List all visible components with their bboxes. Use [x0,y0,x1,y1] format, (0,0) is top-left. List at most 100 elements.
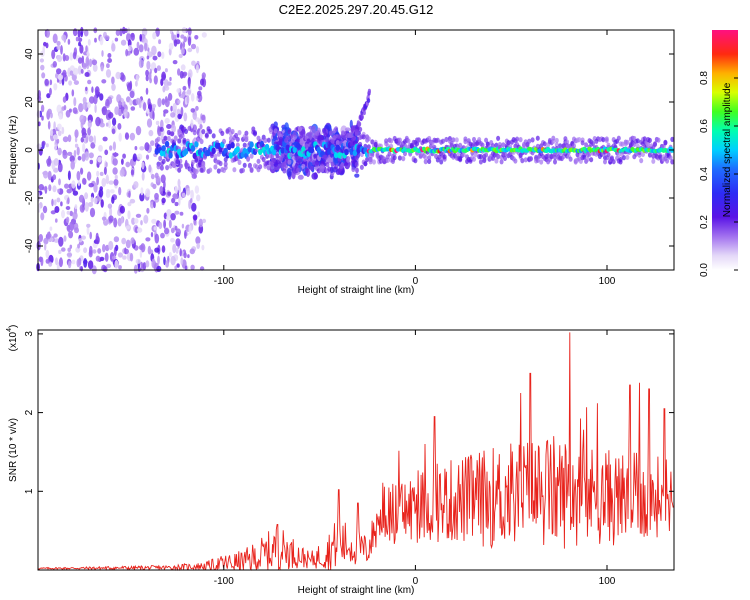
heatmap-cell [164,98,170,108]
heatmap-cell [527,138,532,144]
heatmap-cell [363,161,368,167]
heatmap-cell [152,32,157,40]
heatmap-cell [87,39,91,46]
heatmap-cell [292,146,297,153]
heatmap-cell [93,94,98,105]
heatmap-cell [45,143,49,148]
heatmap-cell [117,217,122,227]
heatmap-cell [639,158,644,164]
heatmap-cell [572,143,576,149]
heatmap-cell [237,159,242,165]
heatmap-cell [109,189,115,194]
heatmap-cell [150,173,155,180]
heatmap-cell [111,255,117,260]
heatmap-cell [449,141,454,147]
heatmap-cell [113,178,119,186]
heatmap-cell [496,135,501,141]
heatmap-cell [86,171,92,181]
heatmap-cell [170,213,176,221]
heatmap-cell [247,146,253,153]
heatmap-cell [196,194,201,202]
heatmap-cell [69,52,74,61]
heatmap-cell [182,41,186,49]
heatmap-cell [201,160,206,166]
heatmap-cell [190,119,194,129]
heatmap-cell [145,87,149,95]
snr-x-tick-label: -100 [214,576,234,587]
heatmap-cell [57,74,64,81]
heatmap-cell [366,152,371,158]
heatmap-cell [87,202,94,207]
heatmap-cell [201,114,206,121]
heatmap-cell [65,206,71,210]
snr-y-multiplier-prefix: (x10 [8,331,19,351]
heatmap-cell [112,158,118,166]
heatmap-cell [44,243,47,251]
heatmap-cell [170,237,175,243]
heatmap-cell [651,158,656,164]
heatmap-panel: -100 0 100 -40 -20 0 20 40 Height of straight … [8,26,675,296]
heatmap-cell [89,207,96,218]
heatmap-cell [53,158,59,166]
heatmap-cell [85,56,90,67]
heatmap-cell [90,196,94,204]
heatmap-cell [69,221,75,232]
heatmap-cell [88,152,94,159]
heatmap-cell [61,126,65,135]
heatmap-cell [72,211,78,220]
heatmap-cell [181,192,186,198]
heatmap-cell [49,79,53,86]
heatmap-cell [582,154,587,160]
heatmap-cell [304,143,309,149]
heatmap-cell [195,46,200,54]
snr-x-axis-label: Height of straight line (km) [298,585,415,596]
heatmap-cell [263,137,268,144]
heatmap-cell [145,260,150,268]
heatmap-cell [423,159,428,165]
heatmap-cell [49,87,52,96]
heatmap-cell [153,75,158,85]
heatmap-cell [129,132,136,141]
heatmap-cell [482,156,487,162]
heatmap-cell [133,218,139,224]
heatmap-cell [106,263,112,269]
heatmap-cell [242,147,247,155]
heatmap-cell [104,149,109,156]
heatmap-cell [367,98,371,103]
heatmap-cell [114,259,119,270]
colorbar-label: Normalized spectral amplitude [722,82,733,217]
heatmap-cell [148,71,152,81]
heatmap-cell [539,159,544,165]
heatmap-cell [137,153,143,160]
heatmap-cell [154,192,159,200]
heatmap-cell [65,216,70,223]
heatmap-cell [335,140,340,146]
heatmap-cell [177,178,181,188]
heatmap-cell [80,266,83,272]
heatmap-cell [359,164,364,170]
heatmap-cell [86,101,91,109]
heatmap-cell [176,263,180,268]
heatmap-cell [114,37,119,42]
heatmap-cell [258,148,263,156]
heatmap-cell [61,247,66,252]
heatmap-cell [106,63,110,69]
heatmap-cell [84,192,89,200]
heatmap-cell [84,202,89,212]
heatmap-cell [554,142,559,148]
heatmap-cell [663,140,668,146]
heatmap-cell [304,168,309,174]
heatmap-cell [117,123,122,130]
heatmap-cell [120,39,127,46]
heatmap-cell [68,80,72,86]
heatmap-cell [152,55,158,61]
heatmap-cell [216,168,221,174]
heatmap-y-tick-label: 20 [24,96,35,108]
heatmap-cell [406,138,411,144]
heatmap-cell [163,256,166,266]
heatmap-cell [168,42,174,50]
heatmap-cell [127,202,132,207]
heatmap-cell [45,258,50,264]
heatmap-cell [165,260,170,268]
